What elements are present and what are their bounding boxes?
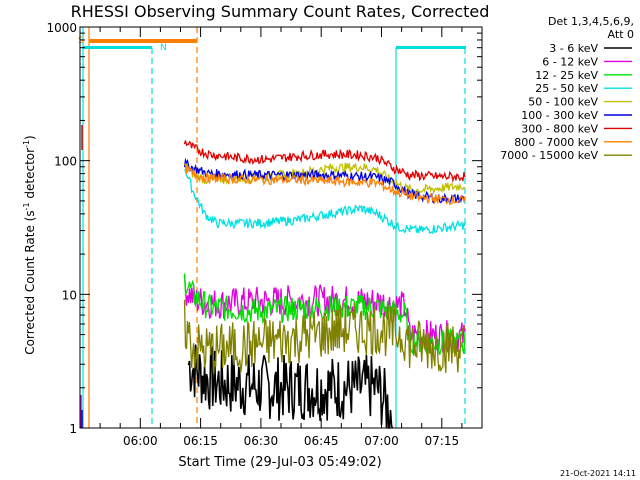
legend-label: 3 - 6 keV (549, 42, 598, 55)
series-line-25to50kev (183, 169, 466, 235)
x-tick-label: 07:15 (425, 434, 460, 448)
flag-bar-orange (89, 39, 197, 43)
y-axis-label-sup2: -1 (22, 140, 31, 148)
y-axis-label-end: ) (23, 135, 37, 140)
series-line-7000to15000kev (183, 299, 466, 374)
detector-line-2: Att 0 (608, 28, 634, 41)
x-tick-label: 07:00 (364, 434, 399, 448)
y-tick-label: 100 (54, 155, 77, 169)
legend-label: 100 - 300 keV (521, 109, 598, 122)
x-tick-label: 06:30 (244, 434, 279, 448)
flag-bar-cyan-right (396, 46, 466, 49)
chart-title: RHESSI Observing Summary Count Rates, Co… (71, 2, 490, 21)
legend-label: 6 - 12 keV (542, 55, 598, 68)
footer-date: 21-Oct-2021 14:11 (560, 469, 636, 478)
y-axis-label: Corrected Count Rate (s-1 detector-1) (22, 135, 37, 354)
legend-label: 800 - 7000 keV (514, 136, 598, 149)
detector-info: Det 1,3,4,5,6,9, Att 0 (548, 15, 634, 41)
series-line-300to800kev (183, 140, 466, 183)
axes: 1 10 100 1000 06:00 06:15 06:30 06:45 07:00 07:15 (46, 21, 483, 448)
flag-label-n: N (160, 43, 167, 53)
flag-bar-cyan-left (83, 46, 152, 49)
legend-label: 25 - 50 keV (535, 82, 598, 95)
x-tick-label: 06:45 (304, 434, 339, 448)
y-tick-label: 1 (69, 422, 77, 436)
y-tick-label: 10 (62, 288, 77, 302)
legend-label: 50 - 100 keV (528, 96, 598, 109)
y-tick-label: 1000 (46, 21, 77, 35)
legend-label: 300 - 800 keV (521, 122, 598, 135)
x-tick-label: 06:00 (123, 434, 158, 448)
legend-label: 7000 - 15000 keV (500, 149, 598, 162)
legend-label: 12 - 25 keV (535, 69, 598, 82)
detector-line-1: Det 1,3,4,5,6,9, (548, 15, 634, 28)
series-line-3to6kev (187, 344, 394, 429)
y-axis-label-mid: detector (23, 148, 37, 203)
x-tick-label: 06:15 (183, 434, 218, 448)
series-line-800to7000kev (184, 162, 466, 206)
x-axis-label: Start Time (29-Jul-03 05:49:02) (178, 455, 381, 470)
series-layer (183, 140, 466, 429)
flag-label-s: S (78, 36, 84, 46)
y-axis-label-main: Corrected Count Rate (s (23, 210, 37, 354)
plot-markers: SN (78, 27, 466, 428)
y-axis-label-sup1: -1 (22, 202, 31, 210)
